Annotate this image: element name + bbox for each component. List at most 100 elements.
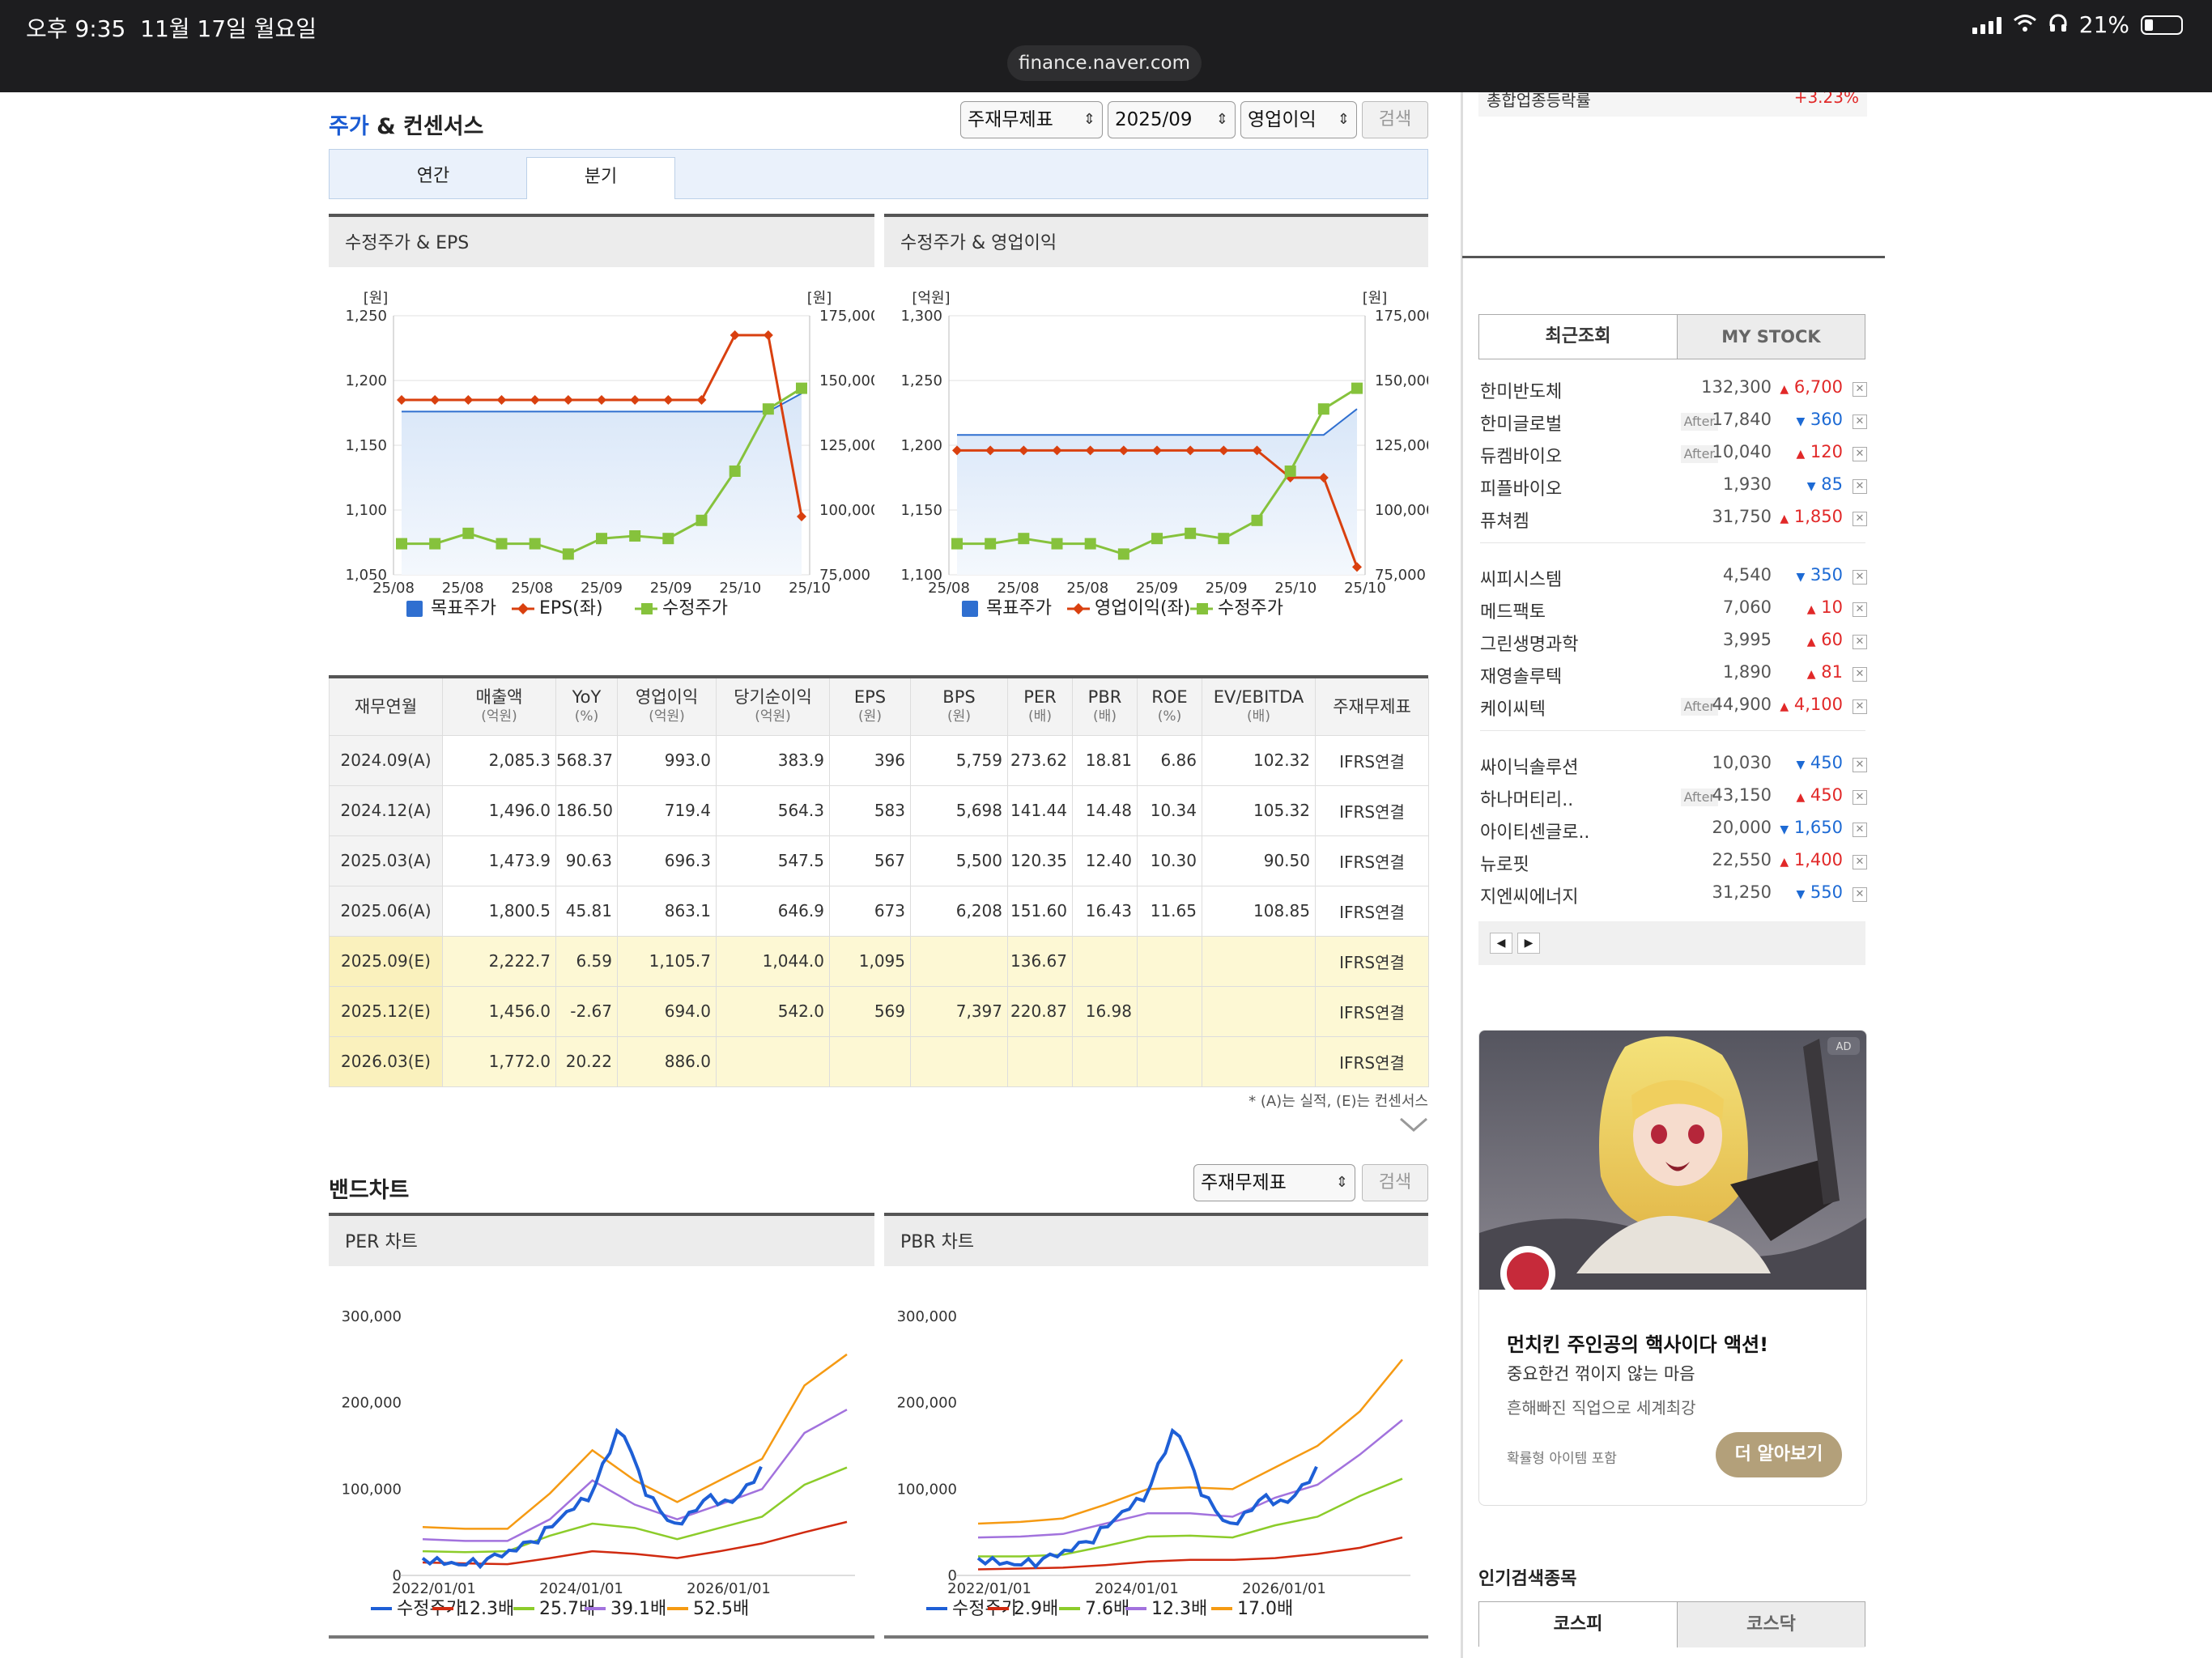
wifi-icon — [2013, 11, 2037, 38]
recent-stock-item[interactable]: 지엔씨에너지 31,250 ▼ 550 ✕ — [1480, 879, 1869, 912]
tab-recent[interactable]: 최근조회 — [1479, 315, 1677, 359]
ad-illustration: AD — [1479, 1031, 1866, 1290]
remove-icon[interactable]: ✕ — [1853, 887, 1867, 902]
remove-icon[interactable]: ✕ — [1853, 758, 1867, 772]
remove-icon[interactable]: ✕ — [1853, 823, 1867, 837]
remove-icon[interactable]: ✕ — [1853, 602, 1867, 617]
table-cell: 569 — [829, 985, 911, 1037]
stock-name[interactable]: 퓨쳐켐 — [1480, 512, 1529, 532]
stock-name[interactable]: 뉴로핏 — [1480, 855, 1529, 875]
chevron-updown-icon: ⇕ — [1083, 111, 1095, 128]
x-tick-label: 25/08 — [442, 580, 484, 597]
cellular-signal-icon — [1972, 16, 2001, 34]
band-statement-select[interactable]: 주재무제표 ⇕ — [1193, 1164, 1355, 1201]
stock-name[interactable]: 한미반도체 — [1480, 382, 1563, 402]
statement-select[interactable]: 주재무제표 ⇕ — [960, 101, 1103, 138]
metric-select[interactable]: 영업이익 ⇕ — [1240, 101, 1357, 138]
period-select[interactable]: 2025/09 ⇕ — [1108, 101, 1236, 138]
recent-stock-item[interactable]: 한미반도체 132,300 ▲ 6,700 ✕ — [1480, 374, 1869, 406]
table-cell: 1,044.0 — [716, 935, 830, 987]
remove-icon[interactable]: ✕ — [1853, 570, 1867, 585]
status-time: 오후 9:35 11월 17일 월요일 — [26, 15, 317, 42]
table-row: 2024.12(A) 1,496.0 186.50 719.4 564.3 583 5,69… — [329, 784, 1429, 836]
recent-stock-item[interactable]: 씨피시스템 4,540 ▼ 350 ✕ — [1480, 562, 1869, 594]
stock-name[interactable]: 그린생명과학 — [1480, 635, 1579, 655]
table-row: 2024.09(A) 2,085.3 568.37 993.0 383.9 396 5,75… — [329, 734, 1429, 786]
stock-name[interactable]: 지엔씨에너지 — [1480, 887, 1579, 908]
table-note: * (A)는 실적, (E)는 컨센서스 — [1249, 1093, 1428, 1110]
table-row: 2025.03(A) 1,473.9 90.63 696.3 547.5 567 5,500… — [329, 835, 1429, 886]
remove-icon[interactable]: ✕ — [1853, 512, 1867, 526]
band-chart-title: 밴드차트 — [329, 1178, 410, 1203]
right-tick-label: 150,000 — [819, 372, 874, 389]
stock-name[interactable]: 케이씨텍 — [1480, 699, 1546, 720]
remove-icon[interactable]: ✕ — [1853, 414, 1867, 429]
stock-name[interactable]: 피플바이오 — [1480, 479, 1563, 500]
series-line — [976, 1427, 1318, 1570]
stock-name[interactable]: 아이티센글로.. — [1480, 823, 1590, 843]
column-unit: (배) — [1247, 708, 1270, 725]
prev-page-icon[interactable]: ◀ — [1490, 933, 1512, 954]
column-title: BPS — [942, 687, 976, 707]
ad-cta-button[interactable]: 더 알아보기 — [1716, 1432, 1842, 1477]
tab-my-stock[interactable]: MY STOCK — [1677, 315, 1865, 359]
remove-icon[interactable]: ✕ — [1853, 855, 1867, 869]
stock-name[interactable]: 재영솔루텍 — [1480, 667, 1563, 687]
tab-annual[interactable]: 연간 — [416, 166, 450, 186]
recent-stock-item[interactable]: 메드팩토 7,060 ▲ 10 ✕ — [1480, 594, 1869, 627]
remove-icon[interactable]: ✕ — [1853, 635, 1867, 649]
remove-icon[interactable]: ✕ — [1853, 382, 1867, 397]
band-search-button[interactable]: 검색 — [1362, 1164, 1428, 1201]
y-tick-label: 0 — [393, 1567, 402, 1584]
divider — [1480, 542, 1865, 543]
stock-name[interactable]: 듀켐바이오 — [1480, 447, 1563, 467]
expand-chevron-icon[interactable] — [1399, 1116, 1428, 1141]
recent-stock-item[interactable]: 그린생명과학 3,995 ▲ 60 ✕ — [1480, 627, 1869, 659]
recent-stock-item[interactable]: 하나머티리.. After 43,150 ▲ 450 ✕ — [1480, 782, 1869, 814]
stock-name[interactable]: 메드팩토 — [1480, 602, 1546, 623]
down-triangle-icon: ▼ — [1780, 823, 1789, 836]
table-cell: 102.32 — [1202, 734, 1316, 786]
band-bottom-border — [884, 1635, 1428, 1639]
recent-stock-item[interactable]: 듀켐바이오 After 10,040 ▲ 120 ✕ — [1480, 439, 1869, 471]
series-line — [421, 1427, 763, 1570]
recent-stock-item[interactable]: 피플바이오 1,930 ▼ 85 ✕ — [1480, 471, 1869, 504]
recent-stock-item[interactable]: 뉴로핏 22,550 ▲ 1,400 ✕ — [1480, 847, 1869, 879]
remove-icon[interactable]: ✕ — [1853, 479, 1867, 494]
recent-stock-item[interactable]: 케이씨텍 After 44,900 ▲ 4,100 ✕ — [1480, 691, 1869, 724]
recent-stock-item[interactable]: 퓨쳐켐 31,750 ▲ 1,850 ✕ — [1480, 504, 1869, 536]
table-cell: 2026.03(E) — [329, 1035, 443, 1087]
down-triangle-icon: ▼ — [1796, 888, 1806, 901]
recent-stock-item[interactable]: 한미글로벌 After 17,840 ▼ 360 ✕ — [1480, 406, 1869, 439]
remove-icon[interactable]: ✕ — [1853, 790, 1867, 805]
remove-icon[interactable]: ✕ — [1853, 667, 1867, 682]
stock-name[interactable]: 하나머티리.. — [1480, 790, 1574, 810]
next-page-icon[interactable]: ▶ — [1517, 933, 1540, 954]
x-tick-label: 25/08 — [998, 580, 1040, 597]
stock-name[interactable]: 한미글로벌 — [1480, 414, 1563, 435]
tab-quarterly[interactable]: 분기 — [526, 157, 675, 199]
divider — [1480, 730, 1865, 731]
tab-kospi[interactable]: 코스피 — [1479, 1602, 1677, 1647]
after-hours-badge: After — [1680, 445, 1718, 463]
left-tick-label: 1,200 — [900, 437, 942, 454]
recent-stock-item[interactable]: 재영솔루텍 1,890 ▲ 81 ✕ — [1480, 659, 1869, 691]
remove-icon[interactable]: ✕ — [1853, 447, 1867, 461]
remove-icon[interactable]: ✕ — [1853, 699, 1867, 714]
address-bar[interactable]: finance.naver.com — [1007, 45, 1202, 81]
recent-stock-item[interactable]: 아이티센글로.. 20,000 ▼ 1,650 ✕ — [1480, 814, 1869, 847]
column-header: 영업이익 (억원) — [617, 678, 717, 736]
ad-card[interactable]: AD 먼치킨 주인공의 핵사이다 액션! 중요한건 꺾이지 않는 마음 흔해빠진… — [1478, 1030, 1867, 1506]
up-triangle-icon: ▲ — [1806, 603, 1816, 616]
stock-name[interactable]: 씨피시스템 — [1480, 570, 1563, 590]
legend-label: 2.9배 — [1014, 1599, 1058, 1619]
recent-stock-item[interactable]: 싸이닉솔루션 10,030 ▼ 450 ✕ — [1480, 750, 1869, 782]
after-hours-badge: After — [1680, 698, 1718, 716]
table-cell — [1137, 985, 1202, 1037]
consensus-search-button[interactable]: 검색 — [1362, 101, 1428, 138]
tab-kosdaq[interactable]: 코스닥 — [1677, 1602, 1865, 1647]
stock-name[interactable]: 싸이닉솔루션 — [1480, 758, 1579, 778]
right-tick-label: 150,000 — [1375, 372, 1428, 389]
right-tick-label: 100,000 — [819, 502, 874, 519]
column-title: 재무연월 — [354, 696, 418, 716]
